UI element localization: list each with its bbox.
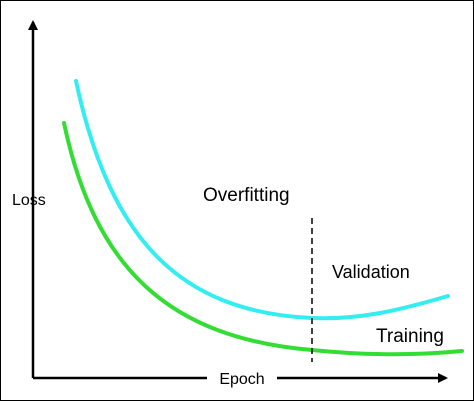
validation-curve — [74, 79, 450, 321]
overfitting-label: Overfitting — [203, 185, 290, 206]
y-axis-label: Loss — [12, 192, 46, 209]
training-label: Training — [376, 326, 444, 347]
training-curve — [62, 121, 464, 357]
x-axis-label: Epoch — [219, 371, 264, 388]
validation-label: Validation — [332, 262, 410, 282]
